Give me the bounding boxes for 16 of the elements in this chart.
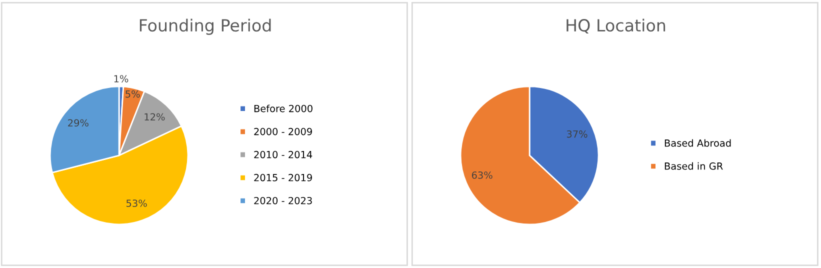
data-label: 37% (566, 130, 588, 138)
legend-label: 2015 - 2019 (254, 174, 312, 182)
legend-label: Based in GR (664, 162, 723, 170)
legend-label: Before 2000 (254, 104, 312, 112)
data-label: 12% (144, 113, 165, 121)
legend-label: 2010 - 2014 (254, 150, 312, 158)
chart-title: HQ Location (566, 18, 666, 34)
data-label: 1% (114, 75, 128, 82)
data-label: 53% (126, 200, 147, 207)
data-label: 63% (472, 171, 492, 179)
legend-label: 2020 - 2023 (254, 196, 312, 204)
legend-label: 2000 - 2009 (254, 128, 312, 136)
chart-title: Founding Period (140, 18, 271, 35)
data-label: 29% (68, 119, 88, 127)
legend-label: Based Abroad (664, 139, 731, 147)
data-label: 5% (126, 90, 140, 98)
